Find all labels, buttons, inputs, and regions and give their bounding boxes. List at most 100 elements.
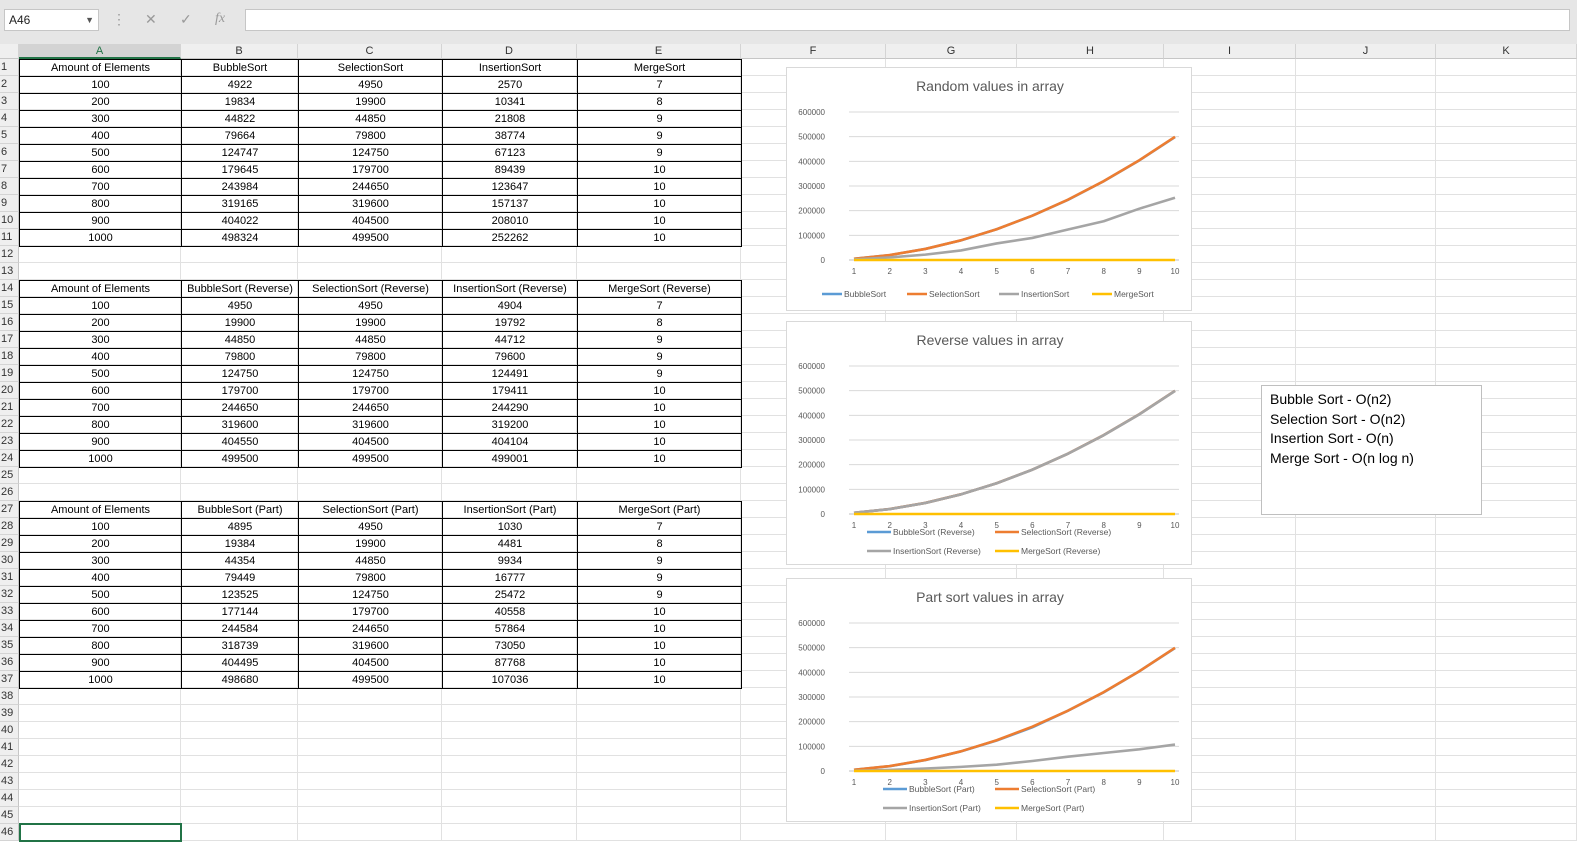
cell[interactable]	[1296, 297, 1436, 314]
row-header-45[interactable]: 45	[0, 807, 19, 824]
table-cell[interactable]: 123647	[442, 178, 578, 196]
cell[interactable]	[577, 705, 741, 722]
table-cell[interactable]: 19834	[181, 93, 299, 111]
cell[interactable]	[1436, 297, 1577, 314]
complexity-textbox[interactable]: Bubble Sort - O(n2) Selection Sort - O(n…	[1261, 385, 1482, 515]
table-cell[interactable]: 244650	[298, 178, 443, 196]
table-cell[interactable]: 8	[577, 93, 742, 111]
row-header-24[interactable]: 24	[0, 450, 19, 467]
row-header-40[interactable]: 40	[0, 722, 19, 739]
more-options-icon[interactable]: ⋮	[112, 11, 126, 28]
table-cell[interactable]: 10	[577, 603, 742, 621]
cell[interactable]	[19, 790, 181, 807]
table-cell[interactable]: 8	[577, 314, 742, 332]
table-cell[interactable]: 19900	[298, 314, 443, 332]
cell[interactable]	[1296, 637, 1436, 654]
table-header-cell[interactable]: InsertionSort	[442, 59, 578, 77]
row-header-6[interactable]: 6	[0, 144, 19, 161]
table-cell[interactable]: 124750	[181, 365, 299, 383]
table-header-cell[interactable]: InsertionSort (Reverse)	[442, 280, 578, 298]
row-header-20[interactable]: 20	[0, 382, 19, 399]
cell[interactable]	[1296, 569, 1436, 586]
cell[interactable]	[1436, 144, 1577, 161]
cell[interactable]	[1436, 705, 1577, 722]
table-header-cell[interactable]: SelectionSort (Reverse)	[298, 280, 443, 298]
cell[interactable]	[19, 807, 181, 824]
cell[interactable]	[1436, 739, 1577, 756]
enter-icon[interactable]: ✓	[180, 11, 192, 28]
row-header-29[interactable]: 29	[0, 535, 19, 552]
cell[interactable]	[181, 739, 298, 756]
row-header-43[interactable]: 43	[0, 773, 19, 790]
table-cell[interactable]: 10	[577, 399, 742, 417]
cell[interactable]	[1296, 807, 1436, 824]
cell[interactable]	[442, 263, 577, 280]
table-cell[interactable]: 318739	[181, 637, 299, 655]
table-cell[interactable]: 499001	[442, 450, 578, 468]
table-cell[interactable]: 123525	[181, 586, 299, 604]
table-header-cell[interactable]: BubbleSort	[181, 59, 299, 77]
table-cell[interactable]: 79800	[181, 348, 299, 366]
cell[interactable]	[1436, 637, 1577, 654]
cell[interactable]	[577, 263, 741, 280]
table-cell[interactable]: 700	[19, 178, 182, 196]
table-cell[interactable]: 124750	[298, 144, 443, 162]
chevron-down-icon[interactable]: ▼	[85, 10, 94, 30]
table-header-cell[interactable]: SelectionSort (Part)	[298, 501, 443, 519]
table-cell[interactable]: 9	[577, 144, 742, 162]
cell[interactable]	[1296, 739, 1436, 756]
table-cell[interactable]: 499500	[298, 450, 443, 468]
row-header-18[interactable]: 18	[0, 348, 19, 365]
table-cell[interactable]: 89439	[442, 161, 578, 179]
table-cell[interactable]: 124750	[298, 586, 443, 604]
table-cell[interactable]: 10	[577, 178, 742, 196]
table-cell[interactable]: 9	[577, 331, 742, 349]
table-cell[interactable]: 404500	[298, 212, 443, 230]
table-cell[interactable]: 7	[577, 76, 742, 94]
cell[interactable]	[1436, 688, 1577, 705]
cell[interactable]	[442, 773, 577, 790]
row-header-13[interactable]: 13	[0, 263, 19, 280]
table-cell[interactable]: 498324	[181, 229, 299, 247]
table-cell[interactable]: 9	[577, 552, 742, 570]
cell[interactable]	[1296, 688, 1436, 705]
table-cell[interactable]: 87768	[442, 654, 578, 672]
cell[interactable]	[442, 824, 577, 841]
table-cell[interactable]: 179645	[181, 161, 299, 179]
table-cell[interactable]: 4950	[298, 297, 443, 315]
table-cell[interactable]: 57864	[442, 620, 578, 638]
table-cell[interactable]: 2570	[442, 76, 578, 94]
cell[interactable]	[442, 467, 577, 484]
cell[interactable]	[1436, 654, 1577, 671]
cell[interactable]	[1296, 246, 1436, 263]
table-cell[interactable]: 252262	[442, 229, 578, 247]
row-header-22[interactable]: 22	[0, 416, 19, 433]
column-header-h[interactable]: H	[1017, 44, 1164, 59]
table-header-cell[interactable]: InsertionSort (Part)	[442, 501, 578, 519]
cell[interactable]	[1436, 93, 1577, 110]
row-header-27[interactable]: 27	[0, 501, 19, 518]
table-cell[interactable]: 500	[19, 586, 182, 604]
row-header-21[interactable]: 21	[0, 399, 19, 416]
table-cell[interactable]: 244650	[181, 399, 299, 417]
table-cell[interactable]: 4950	[181, 297, 299, 315]
table-cell[interactable]: 10	[577, 620, 742, 638]
cell[interactable]	[298, 467, 442, 484]
active-cell-selection[interactable]	[19, 823, 182, 842]
table-cell[interactable]: 67123	[442, 144, 578, 162]
table-cell[interactable]: 179411	[442, 382, 578, 400]
row-header-9[interactable]: 9	[0, 195, 19, 212]
table-cell[interactable]: 243984	[181, 178, 299, 196]
table-cell[interactable]: 19900	[181, 314, 299, 332]
table-cell[interactable]: 244650	[298, 620, 443, 638]
cell[interactable]	[1296, 280, 1436, 297]
table-cell[interactable]: 244584	[181, 620, 299, 638]
cell[interactable]	[181, 773, 298, 790]
cell[interactable]	[1296, 722, 1436, 739]
table-cell[interactable]: 10	[577, 433, 742, 451]
table-cell[interactable]: 900	[19, 433, 182, 451]
row-header-16[interactable]: 16	[0, 314, 19, 331]
table-cell[interactable]: 800	[19, 637, 182, 655]
table-cell[interactable]: 4950	[298, 76, 443, 94]
table-cell[interactable]: 300	[19, 331, 182, 349]
